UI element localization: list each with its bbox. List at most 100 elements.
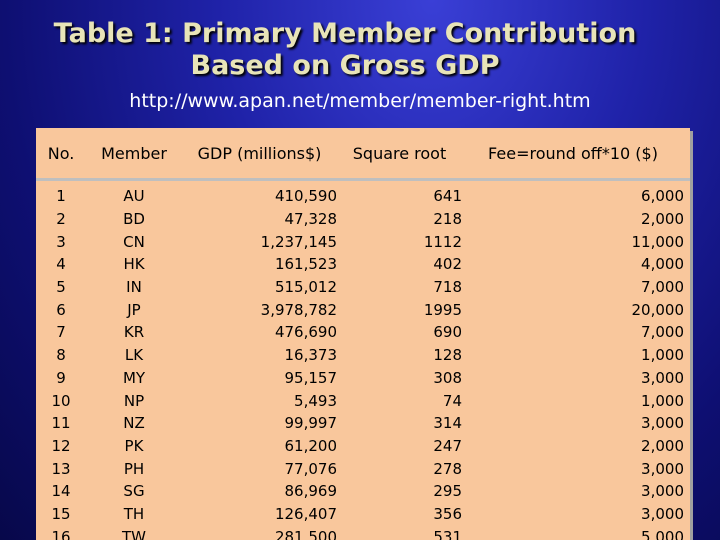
cell-gdp: 161,523 xyxy=(274,255,337,274)
cell-no: 16 xyxy=(51,527,71,540)
cell-gdp: 77,076 xyxy=(284,459,338,478)
table-row: 3 CN 1,237,145 1112 11,000 xyxy=(36,230,690,253)
cell-sqrt: 278 xyxy=(433,459,462,478)
table-row: 15 TH 126,407 356 3,000 xyxy=(36,503,690,526)
table-row: 1 AU 410,590 641 6,000 xyxy=(36,180,690,208)
cell-fee: 3,000 xyxy=(641,368,684,387)
cell-no: 11 xyxy=(51,414,71,433)
cell-member: LK xyxy=(124,346,144,365)
cell-member: TH xyxy=(123,504,145,523)
cell-gdp: 410,590 xyxy=(274,187,337,206)
cell-sqrt: 718 xyxy=(433,278,462,297)
cell-gdp: 126,407 xyxy=(274,504,337,523)
cell-gdp: 515,012 xyxy=(274,278,337,297)
table-row: 16 TW 281,500 531 5,000 xyxy=(36,525,690,540)
cell-fee: 7,000 xyxy=(641,278,684,297)
cell-sqrt: 356 xyxy=(433,504,462,523)
table-row: 12 PK 61,200 247 2,000 xyxy=(36,435,690,458)
cell-fee: 3,000 xyxy=(641,414,684,433)
cell-member: PH xyxy=(123,459,145,478)
cell-sqrt: 74 xyxy=(442,391,462,410)
cell-gdp: 47,328 xyxy=(284,210,338,229)
cell-member: NP xyxy=(123,391,145,410)
cell-member: TW xyxy=(122,527,146,540)
cell-gdp: 16,373 xyxy=(284,346,338,365)
cell-member: MY xyxy=(122,368,146,387)
cell-sqrt: 531 xyxy=(433,527,462,540)
contribution-table: No. Member GDP (millions$) Square root F… xyxy=(36,128,690,540)
cell-fee: 3,000 xyxy=(641,504,684,523)
cell-no: 2 xyxy=(56,210,66,229)
table-row: 13 PH 77,076 278 3,000 xyxy=(36,457,690,480)
contribution-table-container: No. Member GDP (millions$) Square root F… xyxy=(36,128,690,540)
title-line-2: Based on Gross GDP xyxy=(190,50,500,81)
cell-no: 14 xyxy=(51,482,71,501)
cell-sqrt: 402 xyxy=(433,255,462,274)
cell-sqrt: 641 xyxy=(433,187,462,206)
header-member: Member xyxy=(86,128,182,181)
table-row: 9 MY 95,157 308 3,000 xyxy=(36,367,690,390)
cell-gdp: 476,690 xyxy=(274,323,337,342)
cell-no: 13 xyxy=(51,459,71,478)
table-body: 1 AU 410,590 641 6,000 2 BD 47,328 218 2,000 3 CN 1,… xyxy=(36,180,690,540)
cell-gdp: 99,997 xyxy=(284,414,338,433)
cell-gdp: 1,237,145 xyxy=(260,232,337,251)
cell-fee: 3,000 xyxy=(641,459,684,478)
cell-sqrt: 1995 xyxy=(423,300,462,319)
cell-sqrt: 314 xyxy=(433,414,462,433)
cell-gdp: 61,200 xyxy=(284,436,338,455)
cell-fee: 1,000 xyxy=(641,391,684,410)
cell-fee: 7,000 xyxy=(641,323,684,342)
cell-fee: 5,000 xyxy=(641,527,684,540)
cell-fee: 6,000 xyxy=(641,187,684,206)
source-url: http://www.apan.net/member/member-right.… xyxy=(129,90,591,112)
cell-fee: 2,000 xyxy=(641,210,684,229)
table-row: 6 JP 3,978,782 1995 20,000 xyxy=(36,298,690,321)
cell-fee: 20,000 xyxy=(631,300,685,319)
header-fee: Fee=round off*10 ($) xyxy=(462,128,690,181)
cell-member: BD xyxy=(123,210,145,229)
table-header-row: No. Member GDP (millions$) Square root F… xyxy=(36,128,690,181)
table-row: 2 BD 47,328 218 2,000 xyxy=(36,208,690,231)
cell-member: NZ xyxy=(123,414,145,433)
cell-gdp: 95,157 xyxy=(284,368,338,387)
table-row: 8 LK 16,373 128 1,000 xyxy=(36,344,690,367)
header-sqrt: Square root xyxy=(337,128,462,181)
cell-gdp: 86,969 xyxy=(284,482,338,501)
cell-gdp: 3,978,782 xyxy=(260,300,337,319)
cell-no: 9 xyxy=(56,368,66,387)
cell-member: IN xyxy=(126,278,142,297)
cell-no: 5 xyxy=(56,278,66,297)
cell-no: 10 xyxy=(51,391,71,410)
cell-no: 1 xyxy=(56,187,66,206)
cell-fee: 11,000 xyxy=(631,232,685,251)
cell-fee: 3,000 xyxy=(641,482,684,501)
table-row: 10 NP 5,493 74 1,000 xyxy=(36,389,690,412)
cell-gdp: 281,500 xyxy=(274,527,337,540)
cell-fee: 4,000 xyxy=(641,255,684,274)
table-row: 5 IN 515,012 718 7,000 xyxy=(36,276,690,299)
cell-no: 8 xyxy=(56,346,66,365)
table-row: 11 NZ 99,997 314 3,000 xyxy=(36,412,690,435)
cell-fee: 1,000 xyxy=(641,346,684,365)
cell-no: 12 xyxy=(51,436,71,455)
cell-fee: 2,000 xyxy=(641,436,684,455)
cell-member: AU xyxy=(123,187,145,206)
cell-sqrt: 1112 xyxy=(423,232,462,251)
cell-member: KR xyxy=(123,323,145,342)
header-no: No. xyxy=(36,128,86,181)
cell-sqrt: 295 xyxy=(433,482,462,501)
cell-gdp: 5,493 xyxy=(294,391,337,410)
cell-no: 3 xyxy=(56,232,66,251)
cell-no: 4 xyxy=(56,255,66,274)
cell-member: PK xyxy=(124,436,144,455)
table-row: 4 HK 161,523 402 4,000 xyxy=(36,253,690,276)
cell-no: 6 xyxy=(56,300,66,319)
cell-member: CN xyxy=(123,232,145,251)
header-gdp: GDP (millions$) xyxy=(182,128,337,181)
table-row: 7 KR 476,690 690 7,000 xyxy=(36,321,690,344)
cell-member: JP xyxy=(127,300,141,319)
cell-member: HK xyxy=(123,255,145,274)
cell-no: 15 xyxy=(51,504,71,523)
cell-sqrt: 247 xyxy=(433,436,462,455)
